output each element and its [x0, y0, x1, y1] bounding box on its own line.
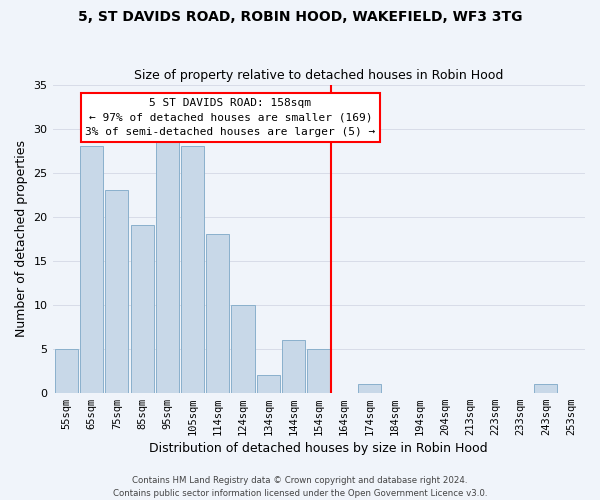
- Bar: [307, 348, 331, 393]
- Y-axis label: Number of detached properties: Number of detached properties: [15, 140, 28, 337]
- X-axis label: Distribution of detached houses by size in Robin Hood: Distribution of detached houses by size …: [149, 442, 488, 455]
- Bar: [282, 340, 305, 392]
- Bar: [55, 348, 78, 393]
- Title: Size of property relative to detached houses in Robin Hood: Size of property relative to detached ho…: [134, 69, 503, 82]
- Bar: [131, 226, 154, 392]
- Bar: [206, 234, 229, 392]
- Bar: [156, 138, 179, 392]
- Bar: [181, 146, 204, 392]
- Text: Contains HM Land Registry data © Crown copyright and database right 2024.
Contai: Contains HM Land Registry data © Crown c…: [113, 476, 487, 498]
- Bar: [232, 304, 254, 392]
- Bar: [534, 384, 557, 392]
- Text: 5, ST DAVIDS ROAD, ROBIN HOOD, WAKEFIELD, WF3 3TG: 5, ST DAVIDS ROAD, ROBIN HOOD, WAKEFIELD…: [78, 10, 522, 24]
- Bar: [105, 190, 128, 392]
- Bar: [257, 375, 280, 392]
- Bar: [80, 146, 103, 392]
- Bar: [358, 384, 381, 392]
- Text: 5 ST DAVIDS ROAD: 158sqm
← 97% of detached houses are smaller (169)
3% of semi-d: 5 ST DAVIDS ROAD: 158sqm ← 97% of detach…: [85, 98, 376, 138]
